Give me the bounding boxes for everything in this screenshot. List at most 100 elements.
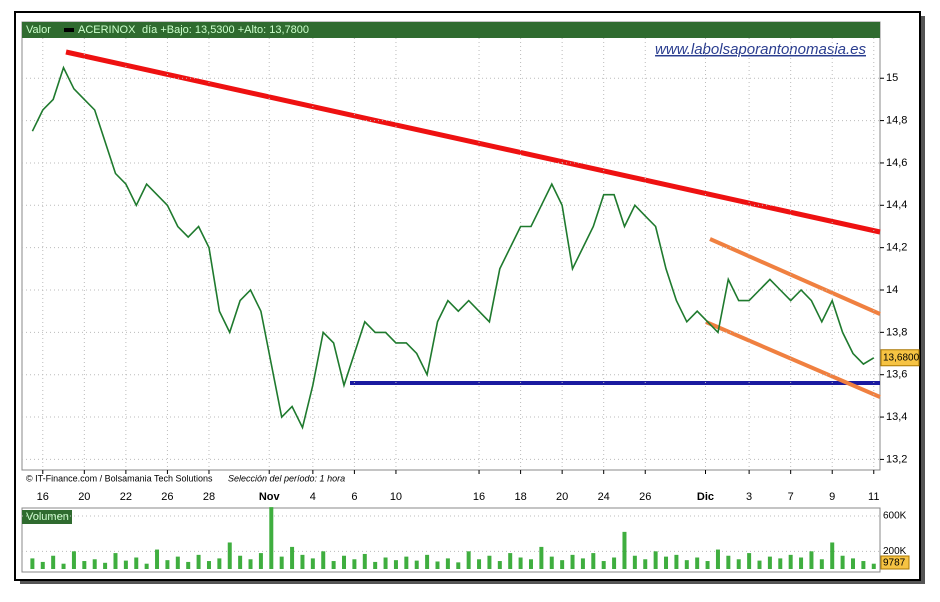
- x-tick-label: 16: [37, 491, 49, 503]
- volume-bar: [705, 561, 710, 569]
- x-tick-label: 26: [639, 491, 651, 503]
- x-tick-label: 4: [310, 491, 316, 503]
- volume-bar: [331, 561, 336, 569]
- volume-bar: [206, 561, 211, 569]
- volume-bar: [695, 557, 700, 569]
- volume-title: Volumen: [26, 511, 69, 523]
- volume-last-box: [880, 555, 910, 570]
- y-tick-label: 14,4: [886, 199, 907, 211]
- volume-bar: [362, 553, 367, 569]
- volume-last-label: 9787: [883, 558, 906, 569]
- volume-bar: [684, 560, 689, 569]
- volume-bar: [310, 558, 315, 569]
- volume-bar: [123, 560, 128, 569]
- volume-bar: [653, 551, 658, 569]
- y-tick-label: 14: [886, 284, 898, 296]
- volume-panel: [21, 507, 881, 573]
- header-label: Valor: [26, 24, 51, 36]
- volume-bar: [155, 549, 160, 569]
- x-tick-label: 24: [598, 491, 610, 503]
- legend-entry: ACERINOX: [78, 24, 136, 36]
- plot-area: [21, 21, 881, 471]
- volume-bar: [560, 560, 565, 569]
- x-tick-label: 28: [203, 491, 215, 503]
- volume-bar: [61, 563, 66, 569]
- volume-bar: [352, 559, 357, 569]
- y-tick-label: 13,6: [886, 369, 907, 381]
- volume-bar: [373, 561, 378, 569]
- volume-bar: [165, 560, 170, 569]
- y-tick-label: 15: [886, 72, 898, 84]
- volume-bar: [435, 561, 440, 569]
- x-tick-label: 20: [78, 491, 90, 503]
- volume-bar: [850, 558, 855, 569]
- volume-bar: [736, 559, 741, 569]
- volume-bar: [497, 561, 502, 569]
- volume-bar: [580, 558, 585, 569]
- volume-bar: [591, 553, 596, 569]
- legend-swatch: [64, 28, 74, 32]
- x-tick-label: 20: [556, 491, 568, 503]
- volume-bar: [861, 561, 866, 569]
- channel-line: [709, 237, 881, 316]
- header-bar: [22, 22, 880, 38]
- volume-bar: [103, 562, 108, 569]
- volume-bar: [186, 561, 191, 569]
- x-tick-label: 3: [746, 491, 752, 503]
- y-tick-label: 13,8: [886, 326, 907, 338]
- x-tick-label: 7: [788, 491, 794, 503]
- volume-bar: [788, 554, 793, 569]
- volume-bar: [238, 555, 243, 569]
- volume-bar: [819, 559, 824, 569]
- volume-bar: [258, 553, 263, 569]
- volume-bar: [175, 556, 180, 569]
- volume-bar: [30, 558, 35, 569]
- x-tick-label: 16: [473, 491, 485, 503]
- footer-period: Selección del período: 1 hora: [228, 473, 345, 483]
- volume-bar: [643, 559, 648, 569]
- volume-bar: [71, 551, 76, 569]
- volume-bar: [466, 551, 471, 569]
- volume-bar: [383, 557, 388, 569]
- channel-line: [705, 320, 881, 399]
- volume-bar: [321, 551, 326, 569]
- volume-bar: [715, 549, 720, 569]
- volume-bar: [778, 558, 783, 569]
- volume-bar: [248, 559, 253, 569]
- volume-bar: [570, 554, 575, 569]
- volume-bar: [747, 553, 752, 569]
- volume-bar: [601, 561, 606, 569]
- volume-bar: [445, 558, 450, 569]
- volume-bar: [871, 563, 876, 569]
- x-tick-label: 6: [351, 491, 357, 503]
- trend-line: [65, 49, 881, 235]
- volume-bar: [674, 554, 679, 569]
- volume-bar: [290, 546, 295, 569]
- volume-bar: [300, 554, 305, 569]
- y-tick-label: 14,2: [886, 242, 907, 254]
- volume-bar: [217, 558, 222, 569]
- volume-bar: [632, 555, 637, 569]
- volume-bar: [196, 554, 201, 569]
- x-tick-label: Dic: [697, 491, 714, 503]
- volume-bar: [518, 557, 523, 569]
- volume-bar: [279, 556, 284, 569]
- volume-bar: [342, 555, 347, 569]
- volume-bar: [456, 562, 461, 569]
- volume-bar: [799, 557, 804, 569]
- volume-bar: [622, 531, 627, 569]
- volume-title-bg: [22, 510, 72, 524]
- last-price-label: 13,6800: [883, 352, 920, 363]
- volume-bar: [477, 559, 482, 569]
- volume-bar: [51, 555, 56, 569]
- y-tick-label: 13,2: [886, 453, 907, 465]
- volume-bar: [757, 560, 762, 569]
- price-line: [31, 65, 875, 430]
- last-price-box: [880, 349, 920, 367]
- volume-bar: [414, 560, 419, 569]
- x-tick-label: 26: [161, 491, 173, 503]
- volume-bar: [113, 553, 118, 569]
- volume-bar: [664, 556, 669, 569]
- y-tick-label: 13,4: [886, 411, 907, 423]
